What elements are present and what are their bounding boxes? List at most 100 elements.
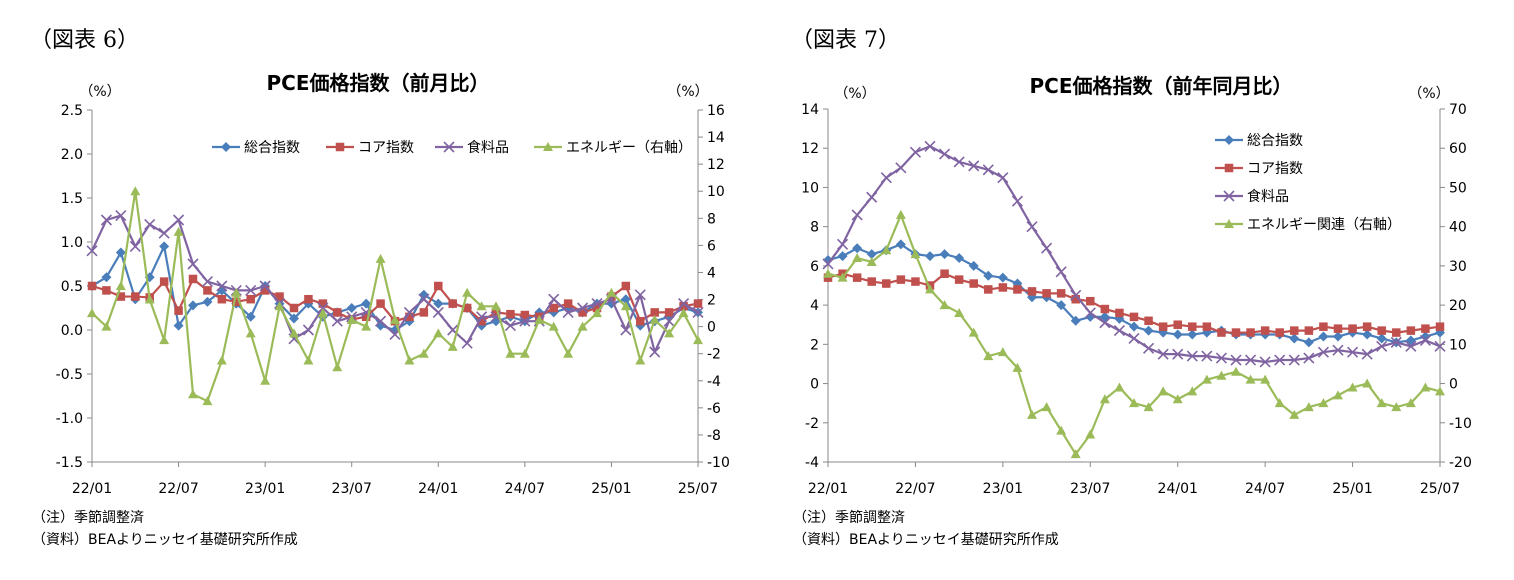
data-point bbox=[1084, 307, 1096, 319]
data-point bbox=[1391, 402, 1402, 412]
data-point bbox=[403, 306, 415, 318]
data-point bbox=[1390, 336, 1402, 348]
data-point bbox=[1186, 350, 1198, 362]
data-point bbox=[1188, 322, 1197, 331]
data-point bbox=[1290, 326, 1299, 335]
left-axis-tick-label: -4 bbox=[805, 455, 819, 471]
data-point bbox=[115, 247, 126, 258]
data-point bbox=[578, 308, 587, 317]
data-point bbox=[880, 172, 892, 184]
data-point bbox=[519, 348, 530, 358]
data-point bbox=[1187, 329, 1198, 340]
data-point bbox=[1129, 321, 1139, 332]
data-point bbox=[259, 280, 271, 292]
data-point bbox=[1071, 294, 1080, 304]
data-point bbox=[1318, 331, 1329, 342]
data-point bbox=[620, 324, 632, 336]
data-point bbox=[1129, 398, 1139, 408]
data-point bbox=[188, 274, 198, 284]
data-point bbox=[1274, 354, 1286, 366]
data-point bbox=[1347, 346, 1359, 358]
data-point bbox=[1055, 266, 1067, 278]
data-point bbox=[1129, 312, 1139, 322]
data-point bbox=[1158, 322, 1168, 331]
data-point bbox=[1216, 370, 1227, 380]
data-point bbox=[418, 348, 429, 358]
x-axis-tick-label: 22/07 bbox=[895, 481, 935, 497]
data-point bbox=[332, 362, 343, 372]
data-point bbox=[1319, 322, 1328, 331]
data-point bbox=[982, 164, 994, 176]
data-point bbox=[896, 275, 906, 284]
data-point bbox=[115, 210, 127, 222]
data-point bbox=[203, 286, 212, 295]
data-point bbox=[87, 281, 97, 291]
data-point bbox=[144, 294, 155, 304]
data-point bbox=[895, 209, 906, 219]
data-point bbox=[910, 249, 921, 259]
chart-yoy: PCE価格指数（前年同月比）（%） （%）-4-202468101214-20-1… bbox=[801, 74, 1472, 497]
data-point bbox=[231, 287, 242, 297]
data-point bbox=[837, 238, 849, 250]
data-point bbox=[86, 245, 98, 257]
data-point bbox=[954, 253, 965, 264]
data-point bbox=[448, 299, 457, 308]
right-axis-tick-label: -20 bbox=[1449, 455, 1472, 471]
data-point bbox=[274, 301, 285, 311]
legend-label: 総合指数 bbox=[244, 140, 300, 156]
data-point bbox=[1275, 328, 1284, 337]
right-axis-tick-label: -8 bbox=[707, 428, 721, 444]
data-point bbox=[1201, 374, 1212, 384]
data-point bbox=[217, 294, 227, 304]
left-axis-tick-label: 2.0 bbox=[61, 147, 83, 163]
data-point bbox=[100, 214, 112, 226]
data-point bbox=[548, 293, 560, 305]
x-axis-tick-label: 24/01 bbox=[1158, 481, 1198, 497]
data-point bbox=[1143, 325, 1154, 336]
data-point bbox=[823, 268, 833, 278]
right-axis-tick-label: 16 bbox=[707, 103, 725, 119]
legend-marker bbox=[1224, 163, 1234, 173]
data-point bbox=[984, 285, 993, 294]
data-point bbox=[939, 300, 950, 310]
data-point bbox=[520, 310, 530, 320]
data-point bbox=[997, 172, 1009, 184]
data-point bbox=[116, 292, 126, 301]
data-point bbox=[1288, 354, 1300, 366]
data-point bbox=[1056, 425, 1067, 435]
data-point bbox=[1376, 340, 1388, 352]
data-point bbox=[202, 296, 213, 307]
x-axis-tick-label: 24/07 bbox=[1245, 481, 1285, 497]
data-point bbox=[333, 308, 342, 317]
left-axis-tick-label: 0.0 bbox=[61, 323, 83, 339]
data-point bbox=[678, 298, 690, 310]
data-point bbox=[232, 297, 241, 307]
data-point bbox=[822, 258, 834, 270]
right-axis-tick-label: 8 bbox=[707, 211, 716, 227]
legend-label: エネルギー関連（右軸） bbox=[1247, 217, 1401, 233]
data-point bbox=[1143, 402, 1154, 412]
data-point bbox=[129, 240, 141, 252]
data-point bbox=[866, 191, 878, 203]
data-point bbox=[1405, 398, 1416, 408]
data-point bbox=[246, 294, 255, 304]
right-axis-tick-label: -4 bbox=[707, 374, 721, 390]
data-point bbox=[563, 299, 573, 308]
data-point bbox=[1231, 328, 1241, 337]
data-point bbox=[983, 270, 994, 281]
data-point bbox=[1435, 322, 1445, 331]
data-point bbox=[562, 306, 574, 318]
data-point bbox=[245, 284, 257, 296]
data-point bbox=[1303, 402, 1314, 412]
left-axis-tick-label: 6 bbox=[810, 259, 819, 275]
left-axis-tick-label: 12 bbox=[801, 141, 819, 157]
data-point bbox=[940, 269, 949, 278]
data-point bbox=[101, 272, 112, 283]
data-point bbox=[130, 186, 141, 196]
data-point bbox=[1245, 374, 1256, 384]
data-point bbox=[1172, 394, 1183, 404]
data-point bbox=[1303, 337, 1314, 348]
data-point bbox=[1420, 382, 1431, 392]
legend-marker bbox=[1224, 135, 1234, 145]
data-point bbox=[346, 314, 357, 324]
